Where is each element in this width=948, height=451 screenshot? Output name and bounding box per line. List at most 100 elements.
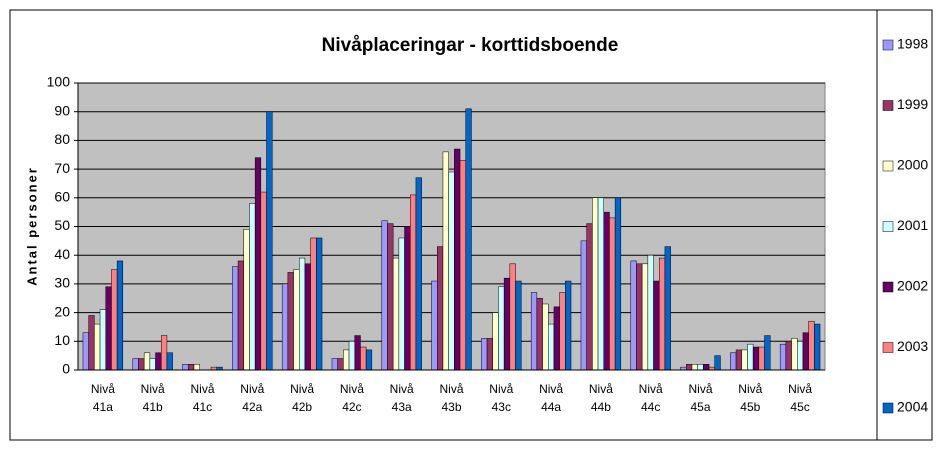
bar: [155, 352, 162, 371]
bar: [182, 364, 189, 371]
y-tick-label: 0: [62, 361, 70, 377]
bar: [138, 358, 145, 371]
bar: [565, 280, 572, 371]
x-tick-label: Nivå 44c: [638, 382, 663, 414]
bar: [254, 157, 262, 371]
legend-label: 2000: [897, 157, 928, 173]
bar: [348, 341, 355, 371]
x-tick-label: Nivå 44b: [588, 382, 613, 414]
legend-swatch: [882, 342, 894, 353]
x-tick-label: Nivå 45c: [788, 382, 813, 414]
legend-swatch: [882, 402, 894, 414]
x-tick-label: Nivå 41a: [90, 382, 115, 414]
bar: [111, 269, 118, 371]
y-tick-label: 100: [47, 74, 71, 90]
bar: [304, 263, 311, 371]
x-tick-label: Nivå 43a: [389, 382, 414, 414]
legend-label: 2003: [897, 338, 928, 354]
bar: [630, 260, 637, 371]
bar: [636, 263, 643, 371]
bar: [530, 292, 538, 371]
legend-swatch: [882, 100, 894, 111]
bar: [188, 364, 195, 371]
bar: [758, 346, 765, 371]
bar: [548, 323, 555, 371]
bar: [764, 335, 771, 371]
bar: [404, 226, 411, 371]
y-tick-label: 10: [54, 332, 70, 348]
bar: [316, 237, 323, 371]
bar: [802, 332, 809, 371]
bar: [459, 160, 466, 371]
bar: [614, 197, 622, 371]
legend-label: 2001: [897, 217, 928, 233]
y-tick-label: 70: [54, 160, 70, 176]
bar: [808, 320, 815, 371]
bar: [266, 111, 273, 371]
y-tick-label: 90: [54, 102, 70, 118]
bar: [193, 364, 200, 371]
bar: [116, 260, 124, 371]
bar: [232, 266, 239, 371]
bar: [260, 191, 267, 371]
x-tick-label: Nivå 41b: [140, 382, 165, 414]
bar: [779, 343, 787, 371]
bar: [664, 246, 671, 371]
bar: [243, 229, 250, 371]
bar: [486, 338, 494, 371]
legend-label: 1999: [897, 96, 928, 112]
bar: [442, 151, 449, 371]
bar: [387, 223, 394, 371]
x-tick-label: Nivå 41c: [190, 382, 215, 414]
bar: [337, 358, 344, 371]
bar: [299, 257, 306, 371]
bar: [82, 332, 89, 371]
bar: [437, 246, 444, 371]
bar: [94, 323, 101, 371]
bar: [658, 257, 666, 371]
bar: [597, 197, 604, 371]
y-tick-label: 60: [54, 189, 70, 205]
y-tick-label: 80: [54, 131, 70, 147]
bar: [331, 358, 338, 371]
bar: [398, 237, 405, 371]
bar: [293, 269, 300, 371]
legend-label: 2004: [897, 399, 928, 415]
bar: [697, 364, 704, 371]
x-tick-label: Nivå 42a: [240, 382, 265, 414]
bar: [703, 364, 710, 371]
bar: [791, 338, 798, 371]
bar: [653, 280, 660, 371]
bar: [785, 341, 792, 371]
x-tick-label: Nivå 44a: [539, 382, 564, 414]
bar: [166, 352, 173, 371]
bar: [747, 343, 754, 371]
bar: [237, 260, 245, 371]
legend-swatch: [882, 160, 894, 172]
chart-title: Nivåplaceringar - korttidsboende: [322, 35, 619, 56]
bar: [392, 257, 400, 371]
bar: [409, 194, 417, 371]
bar: [592, 197, 599, 371]
bar: [343, 349, 350, 371]
bar: [515, 280, 522, 371]
bar: [735, 349, 743, 371]
bar: [553, 306, 560, 371]
y-tick-label: 40: [54, 246, 70, 262]
bar: [492, 312, 499, 371]
bar: [99, 309, 106, 371]
bar: [641, 263, 649, 371]
bar: [609, 217, 616, 371]
bar: [354, 335, 361, 371]
bar: [498, 286, 505, 371]
bar: [536, 298, 543, 371]
x-tick-label: Nivå 42c: [339, 382, 364, 414]
y-tick-label: 50: [54, 217, 70, 233]
bar: [310, 237, 317, 371]
bar: [281, 283, 289, 371]
y-tick-label: 20: [54, 303, 70, 319]
bar: [105, 286, 112, 371]
bar: [381, 220, 388, 371]
legend-swatch: [882, 281, 894, 293]
